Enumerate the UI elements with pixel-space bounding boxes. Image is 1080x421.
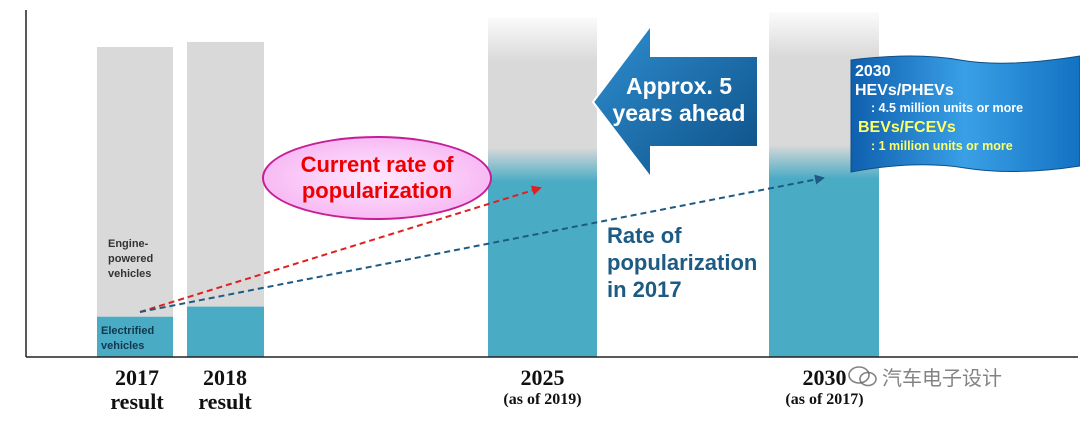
bar-gradient-join-2025	[488, 147, 597, 182]
bar-electrified-2025	[488, 159, 597, 357]
years-ahead-line-1: Approx. 5	[625, 73, 733, 99]
target-2030-flag	[850, 55, 1080, 173]
rate-2017-annotation: Rate of popularization in 2017	[607, 222, 757, 303]
years-ahead-line-2: years ahead	[612, 100, 746, 126]
watermark: 汽车电子设计	[848, 362, 1002, 391]
tick-label-2025-main: 2025	[520, 365, 565, 390]
engine-vehicles-label: Engine- powered vehicles	[108, 238, 154, 280]
watermark-text: 汽车电子设计	[882, 368, 1002, 390]
current-rate-line-1: Current rate of	[300, 152, 454, 177]
chat-bubble-icon	[848, 365, 877, 386]
flag-bev-detail: : 1 million units or more	[871, 139, 1013, 153]
rate-2017-trend-arrow	[139, 174, 825, 313]
years-ahead-arrow	[591, 22, 759, 181]
flag-hev-detail: : 4.5 million units or more	[871, 101, 1024, 115]
tick-label-2030: 2030 (as of 2017)	[742, 366, 907, 410]
bar-electrified-2018	[187, 306, 264, 357]
tick-label-2018-sub: result	[198, 389, 252, 414]
current-rate-callout: Current rate of popularization	[262, 136, 492, 220]
bar-engine-2017	[97, 47, 173, 317]
tick-label-2025: 2025 (as of 2019)	[460, 366, 625, 410]
rate-2017-line-1: Rate of	[607, 223, 682, 248]
flag-bev-label: BEVs/FCEVs	[858, 119, 956, 136]
years-ahead-text: Approx. 5 years ahead	[600, 73, 758, 127]
tick-label-2025-sub: (as of 2019)	[503, 391, 582, 408]
bar-electrified-2017	[97, 316, 173, 357]
electrified-vehicles-label: Electrified vehicles	[101, 325, 155, 352]
flag-hev-label: HEVs/PHEVs	[855, 82, 954, 99]
bar-electrified-2030	[769, 156, 879, 357]
bar-fade-top-2030	[769, 12, 879, 57]
bar-fade-top-2025	[488, 17, 597, 62]
tick-label-2017-sub: result	[110, 389, 164, 414]
bar-engine-2018	[187, 42, 264, 307]
tick-label-2017-main: 2017	[115, 365, 159, 390]
rate-2017-line-3: in 2017	[607, 277, 682, 302]
tick-label-2018-main: 2018	[203, 365, 247, 390]
tick-label-2017: 2017 result	[92, 366, 182, 414]
tick-label-2030-main: 2030	[802, 365, 847, 390]
flag-year: 2030	[855, 63, 891, 80]
current-rate-line-2: popularization	[301, 178, 453, 203]
target-2030-flag-text: 2030 HEVs/PHEVs : 4.5 million units or m…	[855, 62, 1023, 155]
rate-2017-line-2: popularization	[607, 250, 758, 275]
tick-label-2018: 2018 result	[180, 366, 270, 414]
tick-label-2030-sub: (as of 2017)	[785, 391, 864, 408]
